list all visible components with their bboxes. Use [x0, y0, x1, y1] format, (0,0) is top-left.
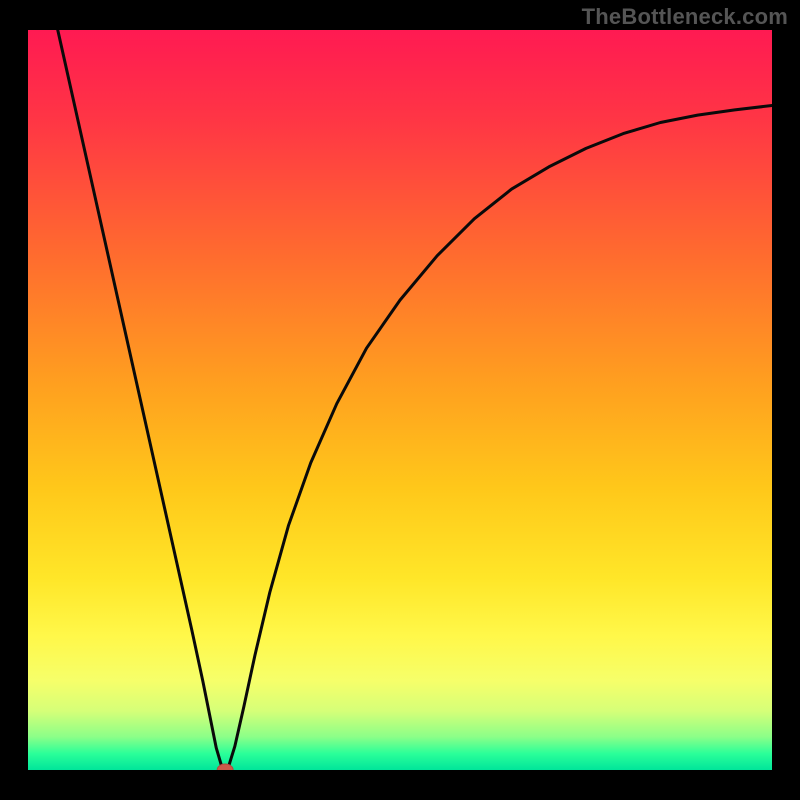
plot-svg	[28, 30, 772, 770]
chart-container: TheBottleneck.com	[0, 0, 800, 800]
plot-area	[28, 30, 772, 770]
